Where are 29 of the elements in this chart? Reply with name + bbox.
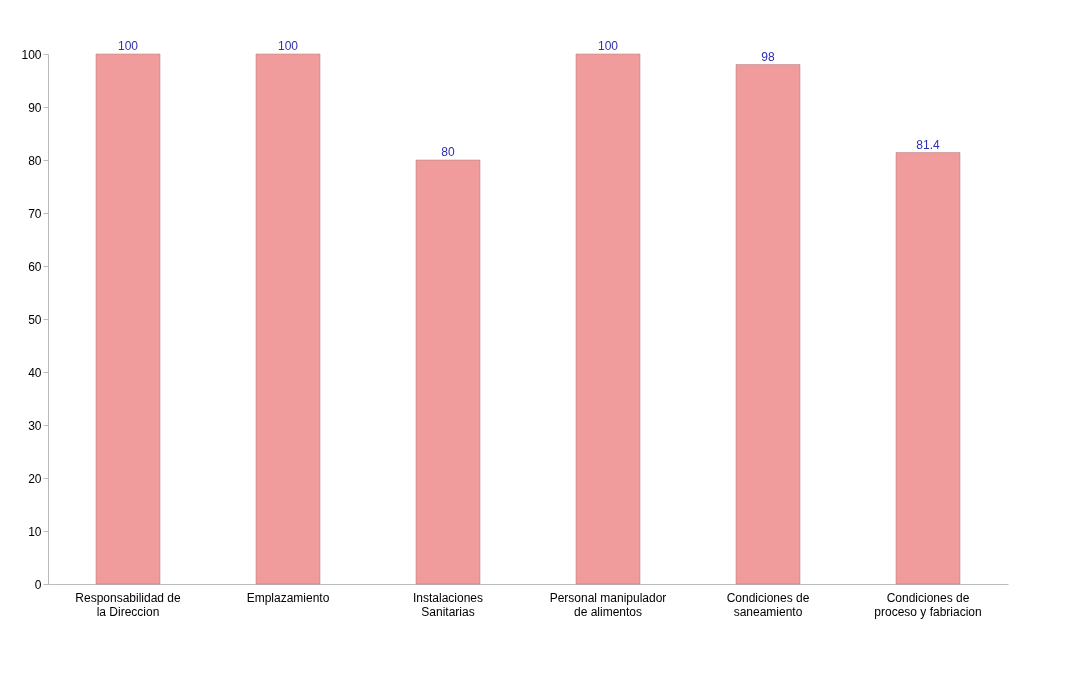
data-label: 100: [117, 39, 139, 53]
y-tick-label: 10: [28, 524, 42, 539]
bar: [895, 152, 961, 585]
x-tick-label: Condiciones de saneamiento: [726, 590, 810, 619]
y-tick-label: 30: [28, 418, 42, 433]
y-tick-label: 60: [28, 259, 42, 274]
bar: [255, 53, 321, 585]
bar: [95, 53, 161, 585]
y-tick-label: 50: [28, 312, 42, 327]
y-tick-label: 20: [28, 471, 42, 486]
bar: [735, 64, 801, 585]
data-label: 100: [597, 39, 619, 53]
x-tick-label: Personal manipulador de alimentos: [549, 590, 667, 619]
data-label: 100: [277, 39, 299, 53]
data-label: 80: [441, 145, 455, 159]
x-tick-label: Emplazamiento: [246, 590, 330, 605]
y-tick-label: 40: [28, 365, 42, 380]
bar: [415, 159, 481, 585]
y-tick-label: 70: [28, 206, 42, 221]
data-label: 98: [761, 49, 775, 64]
x-tick-label: Responsabilidad de la Direccion: [75, 590, 182, 619]
y-tick-label: 90: [28, 100, 42, 115]
bar: [575, 53, 641, 585]
data-label: 81.4: [916, 137, 940, 152]
y-tick-label: 0: [34, 577, 42, 592]
y-tick-label: 80: [28, 153, 42, 168]
x-tick-label: Condiciones de proceso y fabriacion: [874, 590, 982, 619]
x-tick-label: Instalaciones Sanitarias: [412, 590, 484, 619]
y-tick-label: 100: [21, 47, 42, 62]
